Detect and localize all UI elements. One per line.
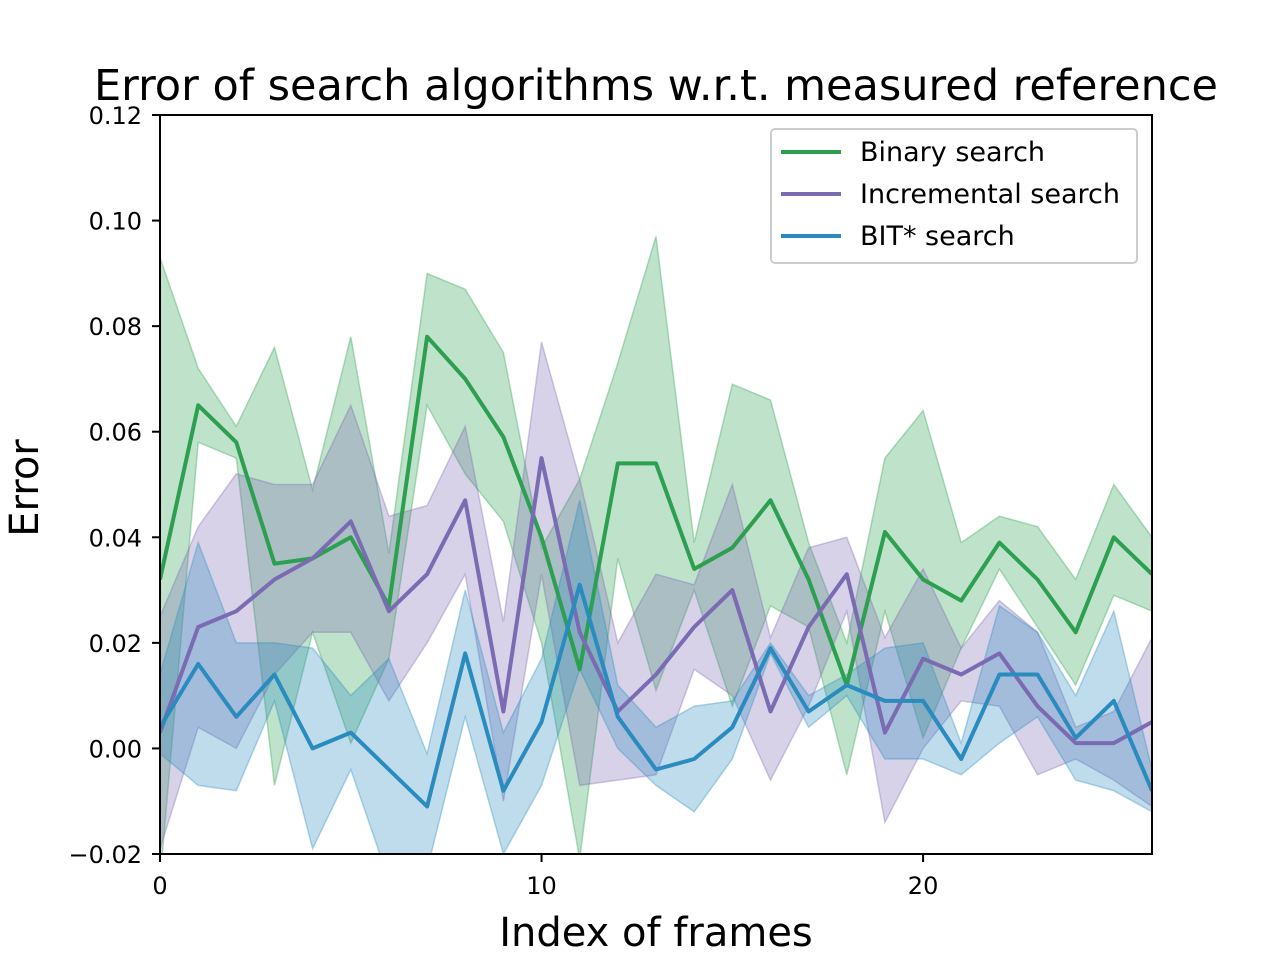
plot-frame (159, 114, 1153, 855)
y-tick-label: 0.08 (89, 313, 142, 341)
y-axis-label: Error (2, 439, 48, 537)
band-binary-search (160, 236, 1152, 854)
y-tick-label: 0.02 (89, 630, 142, 658)
line-binary-search (160, 334, 1152, 688)
legend: Binary search Incremental search BIT* sear… (770, 128, 1138, 264)
x-axis-ticks: 0 10 20 (152, 854, 938, 900)
legend-label: Binary search (860, 137, 1045, 168)
y-tick-label: 0.04 (89, 524, 142, 552)
legend-label: BIT* search (860, 221, 1015, 252)
line-bit-search (160, 582, 1152, 809)
legend-label: Incremental search (860, 179, 1120, 210)
x-tick-label: 0 (152, 872, 167, 900)
x-tick-label: 10 (526, 872, 557, 900)
y-tick-label: 0.00 (89, 735, 142, 763)
line-incremental-search (160, 456, 1152, 746)
band-bit-search (160, 500, 1152, 854)
y-tick-label: 0.06 (89, 419, 142, 447)
band-incremental-search (160, 341, 1152, 849)
series-lines (160, 334, 1152, 809)
x-tick-label: 20 (908, 872, 939, 900)
y-tick-label: −0.02 (68, 841, 142, 869)
legend-box (770, 128, 1138, 264)
chart-title: Error of search algorithms w.r.t. measur… (94, 61, 1218, 111)
confidence-bands (160, 236, 1152, 854)
y-tick-label: 0.12 (89, 102, 142, 130)
y-axis-ticks: −0.02 0.00 0.02 0.04 0.06 0.08 0.10 0.12 (68, 102, 160, 869)
x-axis-label: Index of frames (499, 910, 813, 956)
y-tick-label: 0.10 (89, 208, 142, 236)
